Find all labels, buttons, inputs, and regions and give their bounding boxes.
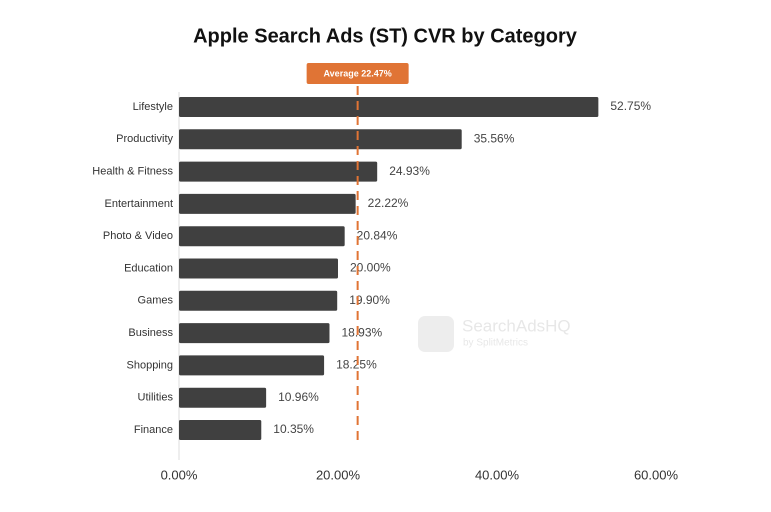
bar: [179, 355, 325, 376]
y-tick-label: Utilities: [138, 392, 174, 404]
y-tick-label: Education: [124, 262, 173, 274]
bar: [179, 193, 356, 214]
value-label: 18.93%: [341, 325, 382, 339]
y-tick-label: Photo & Video: [103, 230, 173, 242]
watermark-icon: [418, 316, 454, 352]
x-tick-label: 40.00%: [475, 467, 520, 482]
watermark-byline: by SplitMetrics: [463, 338, 528, 349]
y-tick-label: Business: [128, 327, 173, 339]
bar: [179, 258, 338, 279]
x-tick-label: 60.00%: [634, 467, 679, 482]
bar: [179, 226, 345, 247]
bar: [179, 129, 462, 150]
value-label: 19.90%: [349, 293, 390, 307]
bar: [179, 290, 338, 311]
value-label: 24.93%: [389, 164, 430, 178]
value-label: 35.56%: [474, 131, 515, 145]
y-tick-label: Lifestyle: [133, 101, 173, 113]
bar: [179, 387, 267, 408]
x-tick-label: 0.00%: [161, 467, 198, 482]
value-label: 20.84%: [357, 228, 398, 242]
y-tick-label: Shopping: [127, 359, 174, 371]
watermark: SearchAdsHQ by SplitMetrics: [418, 316, 571, 352]
bar: [179, 323, 330, 344]
value-label: 10.96%: [278, 390, 319, 404]
average-label-box: [306, 63, 409, 84]
y-tick-label: Productivity: [116, 133, 173, 145]
x-tick-label: 20.00%: [316, 467, 361, 482]
value-label: 52.75%: [610, 99, 651, 113]
y-tick-label: Finance: [134, 424, 173, 436]
bar: [179, 420, 262, 440]
average-label: Average 22.47%: [324, 68, 392, 78]
bar: [179, 161, 378, 182]
y-tick-label: Games: [138, 295, 174, 307]
bar: [179, 97, 599, 117]
watermark-name: SearchAdsHQ: [462, 316, 571, 335]
y-tick-label: Entertainment: [105, 198, 173, 210]
chart-title: Apple Search Ads (ST) CVR by Category: [193, 25, 578, 47]
value-label: 18.25%: [336, 358, 377, 372]
value-label: 22.22%: [368, 196, 409, 210]
value-label: 10.35%: [273, 422, 314, 436]
y-tick-label: Health & Fitness: [92, 166, 173, 178]
value-label: 20.00%: [350, 261, 391, 275]
